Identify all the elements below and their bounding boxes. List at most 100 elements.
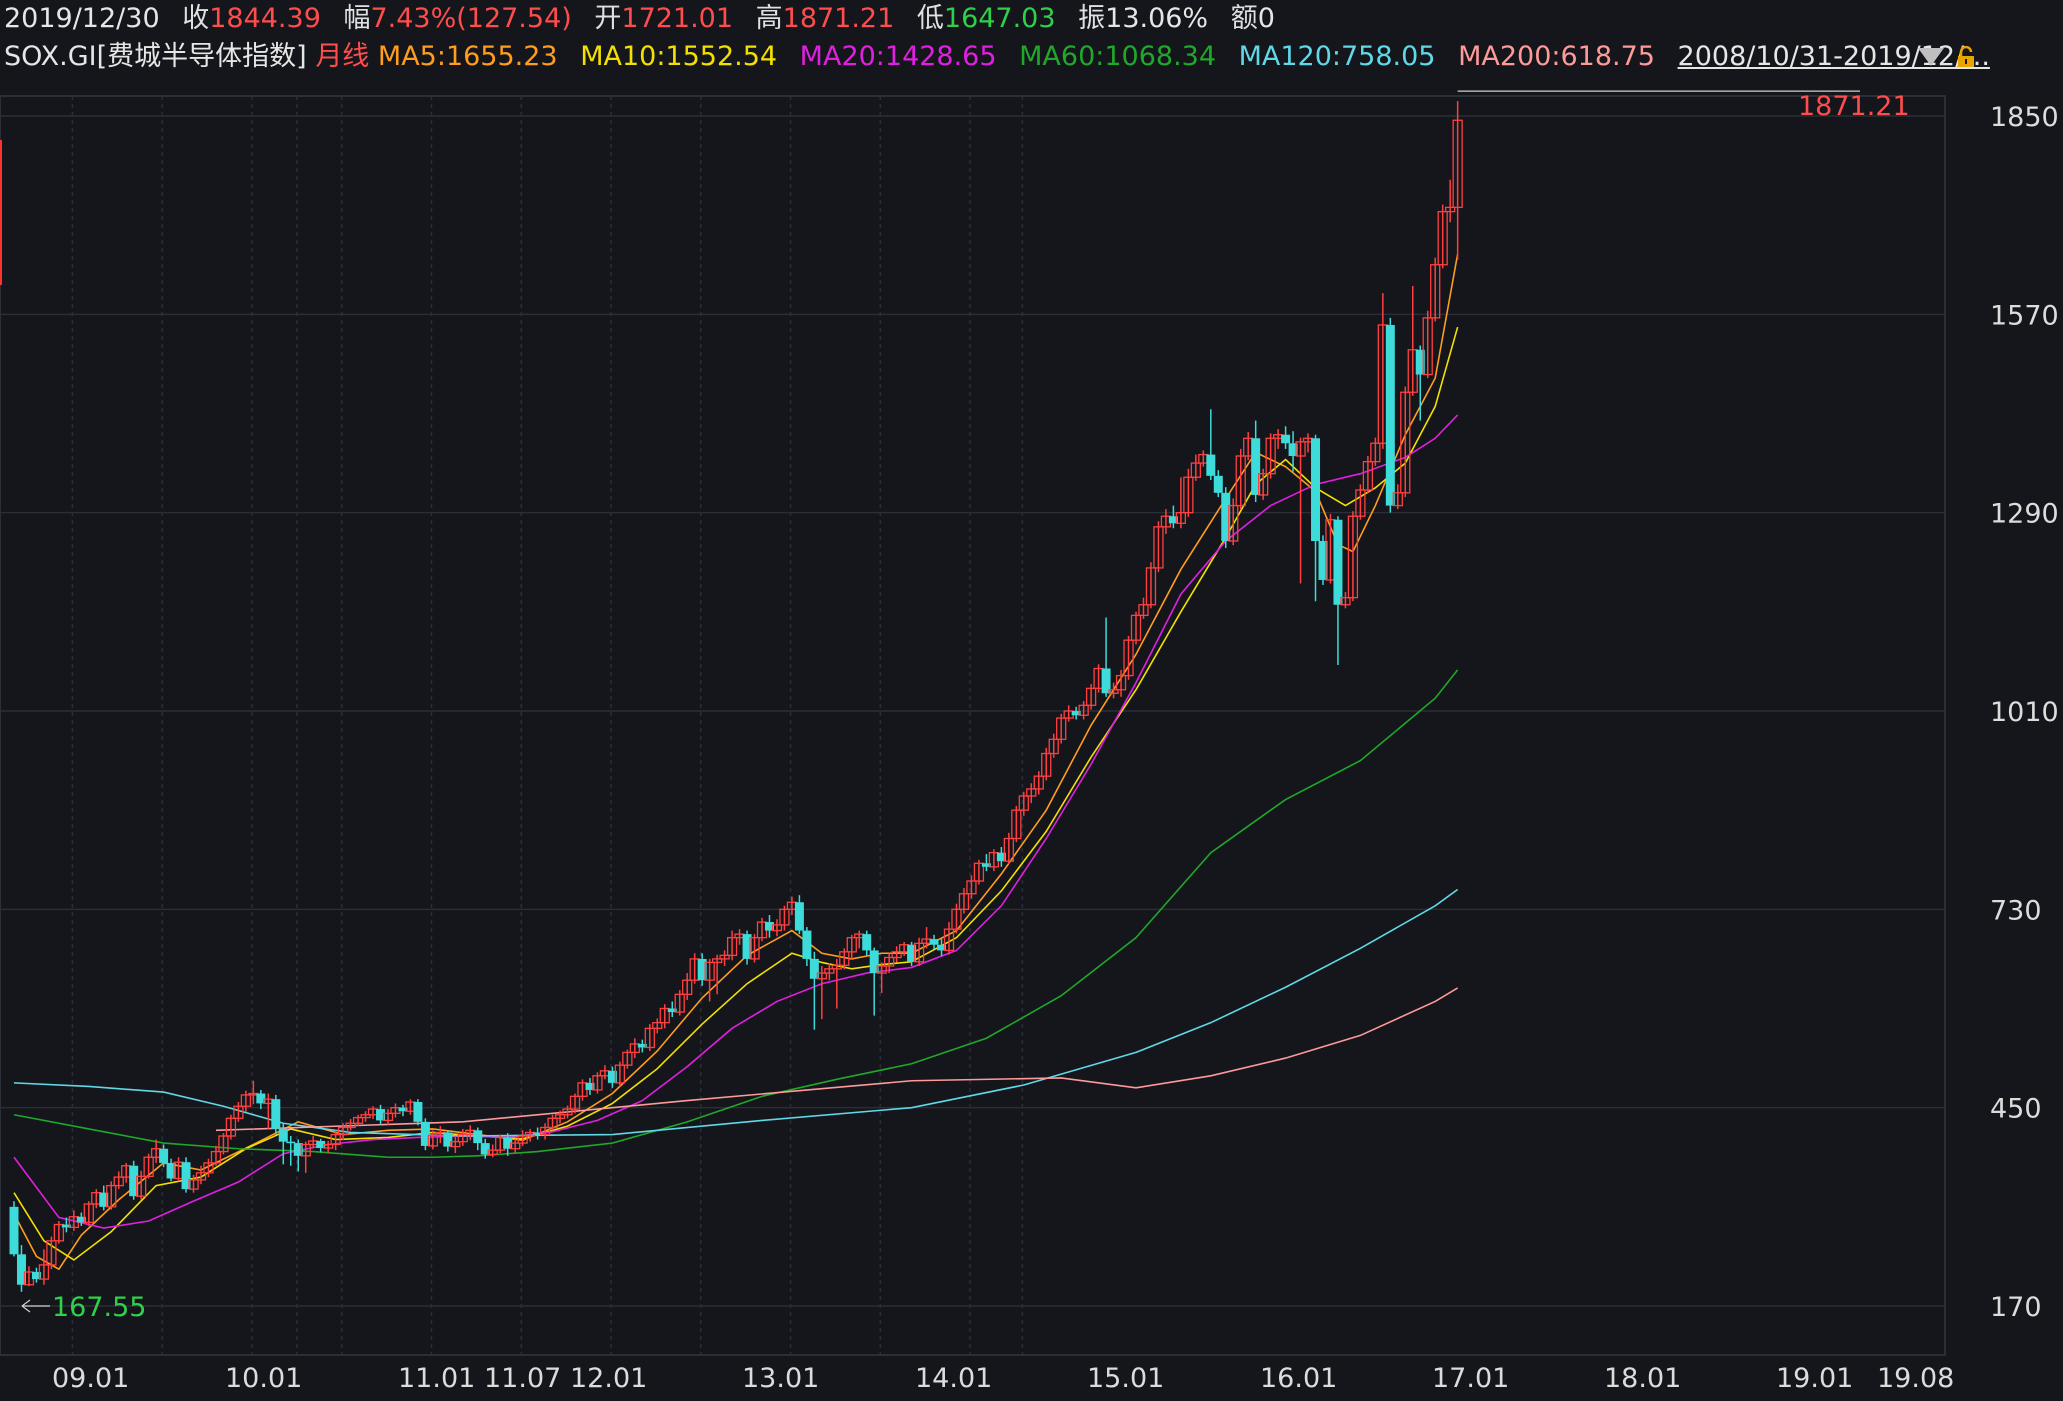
down-candle <box>937 939 947 957</box>
up-candle <box>1265 433 1276 479</box>
candle-body <box>427 1134 439 1147</box>
candle-body <box>958 893 970 910</box>
candle-body <box>473 1130 483 1144</box>
up-candle <box>188 1174 199 1193</box>
candle-body <box>771 924 783 932</box>
candle-body <box>809 958 819 979</box>
candle-body <box>517 1135 528 1144</box>
ma200-line <box>215 987 1459 1132</box>
y-tick-label: 1290 <box>1990 499 2059 530</box>
candle-body <box>1415 349 1425 375</box>
candle-body <box>1437 210 1448 266</box>
candle-body <box>1206 454 1216 476</box>
period-selector[interactable]: 月线 <box>315 41 370 72</box>
up-candle <box>345 1119 356 1131</box>
indicator-bar: SOX.GI[费城半导体指数] 月线 MA5:1655.23 MA10:1552… <box>4 40 1990 74</box>
candle-body <box>1355 489 1366 517</box>
up-candle <box>1347 511 1359 602</box>
down-candle <box>271 1094 281 1135</box>
x-tick-label: 15.01 <box>1087 1363 1164 1394</box>
candle-body <box>876 965 887 974</box>
up-candle <box>1258 468 1269 500</box>
y-tick-label: 1010 <box>1990 697 2059 728</box>
candle-body <box>398 1107 408 1112</box>
up-candle <box>1018 791 1029 816</box>
candle-body <box>802 930 812 959</box>
up-candle <box>973 859 985 885</box>
down-candle <box>316 1138 326 1153</box>
down-candle <box>31 1267 41 1283</box>
candle-body <box>547 1117 558 1129</box>
candle-body <box>1258 473 1269 496</box>
candle-body <box>166 1162 176 1179</box>
amplitude-label: 振 <box>1078 3 1106 34</box>
down-candle <box>585 1077 595 1095</box>
down-candle <box>1251 420 1261 503</box>
ma10-value: MA10:1552.54 <box>580 41 778 72</box>
down-candle <box>293 1139 303 1172</box>
down-candle <box>9 1201 19 1257</box>
candle-body <box>233 1105 244 1119</box>
up-candle <box>846 934 857 959</box>
up-candle <box>1452 101 1463 260</box>
down-candle <box>794 895 804 935</box>
up-candle <box>1130 611 1142 645</box>
candle-body <box>831 964 842 970</box>
up-candle <box>487 1144 498 1158</box>
candle-body <box>99 1192 109 1207</box>
down-candle <box>1318 535 1328 585</box>
candle-body <box>1033 775 1044 790</box>
up-candle <box>569 1093 581 1114</box>
up-candle <box>682 973 693 1000</box>
candle-body <box>1003 837 1014 862</box>
amplitude-value: 13.06% <box>1105 3 1209 34</box>
up-candle <box>510 1138 521 1153</box>
candle-body <box>1311 438 1321 541</box>
down-candle <box>862 930 872 956</box>
x-tick-label: 09.01 <box>52 1363 129 1394</box>
triangle-down-icon[interactable] <box>1918 48 1944 66</box>
candle-body <box>487 1149 498 1156</box>
candle-body <box>443 1132 453 1147</box>
up-candle <box>210 1145 222 1166</box>
candle-body <box>907 944 917 962</box>
down-candle <box>809 951 819 1030</box>
open-label: 开 <box>594 3 622 34</box>
up-candle <box>1108 682 1119 699</box>
up-candle <box>1056 713 1067 744</box>
candle-body <box>143 1156 154 1178</box>
candle-body <box>1265 437 1276 475</box>
x-tick-label: 19.01 <box>1776 1363 1853 1394</box>
candle-body <box>225 1117 237 1137</box>
down-candle <box>76 1212 86 1226</box>
ma20-line <box>13 414 1459 1229</box>
down-candle <box>1385 317 1395 513</box>
down-candle <box>981 854 991 872</box>
candle-body <box>1251 438 1261 495</box>
lock-icon[interactable] <box>1956 46 1976 68</box>
down-candle <box>1221 487 1231 549</box>
y-axis: 170 450 730 1010 1290 1570 1850 <box>1990 102 2059 1323</box>
candle-body <box>1318 541 1328 580</box>
candle-body <box>278 1128 288 1142</box>
up-candle <box>1145 562 1157 609</box>
up-candle <box>659 1004 670 1029</box>
candle-body <box>9 1206 19 1255</box>
x-tick-label: 11.07 <box>484 1363 561 1394</box>
candle-body <box>345 1122 356 1129</box>
x-tick-label: 12.01 <box>570 1363 647 1394</box>
x-tick-label: 19.08 <box>1877 1363 1954 1394</box>
candle-body <box>457 1133 468 1143</box>
candle-body <box>839 951 850 966</box>
up-candle <box>83 1201 94 1226</box>
candle-body <box>1056 717 1067 740</box>
candle-body <box>711 958 723 964</box>
up-candle <box>113 1171 124 1190</box>
candle-body <box>929 939 939 945</box>
candle-body <box>884 956 895 967</box>
down-candle <box>159 1144 169 1168</box>
candle-body <box>1221 492 1231 541</box>
down-candle <box>278 1123 288 1165</box>
candle-body <box>1422 317 1433 376</box>
up-candle <box>1138 597 1149 619</box>
